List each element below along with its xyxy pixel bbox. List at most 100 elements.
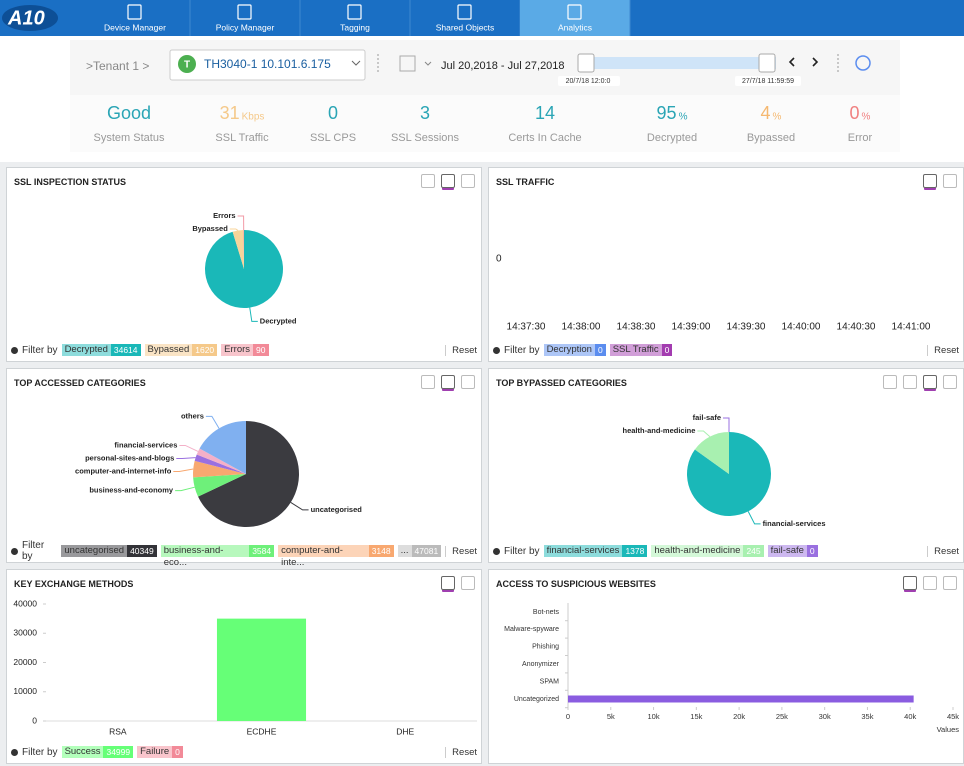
panel-title: SSL INSPECTION STATUS	[14, 177, 127, 187]
x-tick-label: DHE	[396, 726, 414, 736]
x-tick-label: 14:37:30	[507, 322, 546, 333]
view-icon[interactable]	[461, 576, 475, 590]
filter-chip[interactable]: Failure 0	[137, 746, 183, 758]
view-icon[interactable]	[923, 375, 937, 389]
filter-chip[interactable]: Decrypted 34614	[62, 344, 141, 356]
nav-icon	[347, 4, 362, 20]
x-axis-label: Values	[937, 725, 960, 734]
chip-name: fail-safe	[768, 545, 807, 557]
filter-label: Filter by	[22, 746, 58, 758]
prev-arrow[interactable]	[788, 57, 795, 67]
view-icon[interactable]	[421, 375, 435, 389]
slider-track	[578, 57, 776, 69]
y-tick-label: 20000	[13, 657, 37, 667]
view-icon[interactable]	[441, 174, 455, 188]
nav-tab[interactable]: Shared Objects	[436, 22, 495, 32]
filter-chip[interactable]: computer-and-inte... 3148	[278, 545, 394, 568]
chip-count: 3148	[368, 545, 394, 557]
leader-line	[205, 415, 220, 429]
filter-chip[interactable]: Errors 90	[221, 344, 269, 356]
panel: 0 14:37:30 14:38:00 14:38:30 14:39:00 14:39:3…	[488, 167, 964, 362]
y-tick-label: Anonymizer	[522, 661, 560, 668]
leader-line	[249, 307, 258, 322]
y-tick-label: 40000	[13, 598, 37, 608]
reset[interactable]: Reset	[927, 344, 959, 356]
stat-label: SSL CPS	[310, 132, 356, 144]
view-icon[interactable]	[903, 375, 917, 389]
view-icon[interactable]	[441, 375, 455, 389]
filter-chip[interactable]: health-and-medicine 245	[651, 545, 764, 557]
stat-value: 0	[328, 103, 338, 123]
reset[interactable]: Reset	[927, 545, 959, 557]
filter-chip[interactable]: fail-safe 0	[768, 545, 818, 557]
x-tick-label: 15k	[690, 712, 702, 721]
chip-count: 0	[661, 344, 673, 356]
view-icon[interactable]	[923, 576, 937, 590]
y-tick-label: Malware-spyware	[504, 626, 559, 633]
stat-value: 4	[761, 103, 771, 123]
filter-row: Filter by Decryption 0 SSL Traffic 0 Reset	[493, 343, 959, 357]
slider-handle-end[interactable]	[758, 53, 776, 73]
filter-chip[interactable]: SSL Traffic 0	[610, 344, 673, 356]
calendar-icon[interactable]	[399, 55, 416, 72]
reset[interactable]: Reset	[445, 545, 477, 557]
bar	[568, 695, 914, 703]
dropdown-arrow	[351, 60, 361, 66]
view-icon[interactable]	[883, 375, 897, 389]
slice-label: personal-sites-and-blogs	[85, 453, 174, 462]
view-icon[interactable]	[441, 576, 455, 590]
filter-chip[interactable]: business-and-eco... 3584	[161, 545, 275, 568]
filter-chip[interactable]: Decryption 0	[544, 344, 606, 356]
logo[interactable]: A10	[7, 7, 45, 29]
stat-label: SSL Sessions	[391, 132, 460, 144]
panel: Decrypted Bypassed Errors SSL INSPECTION ST…	[6, 167, 482, 362]
stats-bg	[70, 95, 900, 152]
next-arrow[interactable]	[812, 57, 819, 67]
panel-chart: Decrypted Bypassed Errors	[192, 211, 297, 325]
filter-chip[interactable]: financial-services 1378	[544, 545, 648, 557]
device-select[interactable]	[169, 49, 366, 81]
nav-tab[interactable]: Policy Manager	[216, 22, 275, 32]
panel-icons	[897, 576, 957, 590]
reset[interactable]: Reset	[445, 344, 477, 356]
panel-icons	[435, 576, 475, 590]
panel-title: KEY EXCHANGE METHODS	[14, 579, 134, 589]
reset[interactable]: Reset	[445, 746, 477, 758]
leader-line	[173, 468, 194, 472]
view-icon[interactable]	[943, 375, 957, 389]
view-icon[interactable]	[461, 375, 475, 389]
view-icon[interactable]	[421, 174, 435, 188]
timer-icon[interactable]	[855, 55, 871, 71]
nav-tab[interactable]: Analytics	[558, 22, 592, 32]
pie-slice	[199, 421, 246, 474]
pie-slice	[204, 230, 283, 308]
pie-slice	[196, 448, 246, 474]
filter-chip[interactable]: uncategorised 40349	[61, 545, 157, 557]
view-icon[interactable]	[903, 576, 917, 590]
panel: Bot-nets Malware-spyware Phishing Anonymize…	[488, 569, 964, 764]
chip-name: Decryption	[544, 344, 595, 356]
view-icon[interactable]	[923, 174, 937, 188]
panel: 0 10000 20000 30000 40000 RSA ECDHE DHE KEY EXCH…	[6, 569, 482, 764]
slice-label: others	[181, 411, 204, 420]
stat-value: Good	[107, 103, 151, 123]
chip-name: business-and-eco...	[161, 545, 249, 568]
chip-name: financial-services	[544, 545, 623, 557]
filter-chip[interactable]: ... 47081	[398, 545, 442, 557]
nav-tab[interactable]: Tagging	[340, 22, 370, 32]
view-icon[interactable]	[461, 174, 475, 188]
filter-icon	[493, 346, 500, 354]
filter-chip[interactable]: Success 34999	[62, 746, 134, 758]
pie-slice	[243, 230, 244, 269]
tenant[interactable]: >Tenant 1 >	[86, 59, 149, 73]
view-icon[interactable]	[943, 576, 957, 590]
filter-icon	[493, 547, 500, 555]
view-icon[interactable]	[943, 174, 957, 188]
chip-name: Decrypted	[62, 344, 111, 356]
slice-label: Bypassed	[192, 224, 228, 233]
nav-tab[interactable]: Device Manager	[104, 22, 166, 32]
panel-chart: 0 14:37:30 14:38:00 14:38:30 14:39:00 14:39:3…	[496, 254, 931, 333]
slider-handle-start[interactable]	[577, 53, 595, 73]
filter-row: Filter by financial-services 1378 health-an…	[493, 544, 959, 558]
filter-chip[interactable]: Bypassed 1620	[145, 344, 218, 356]
